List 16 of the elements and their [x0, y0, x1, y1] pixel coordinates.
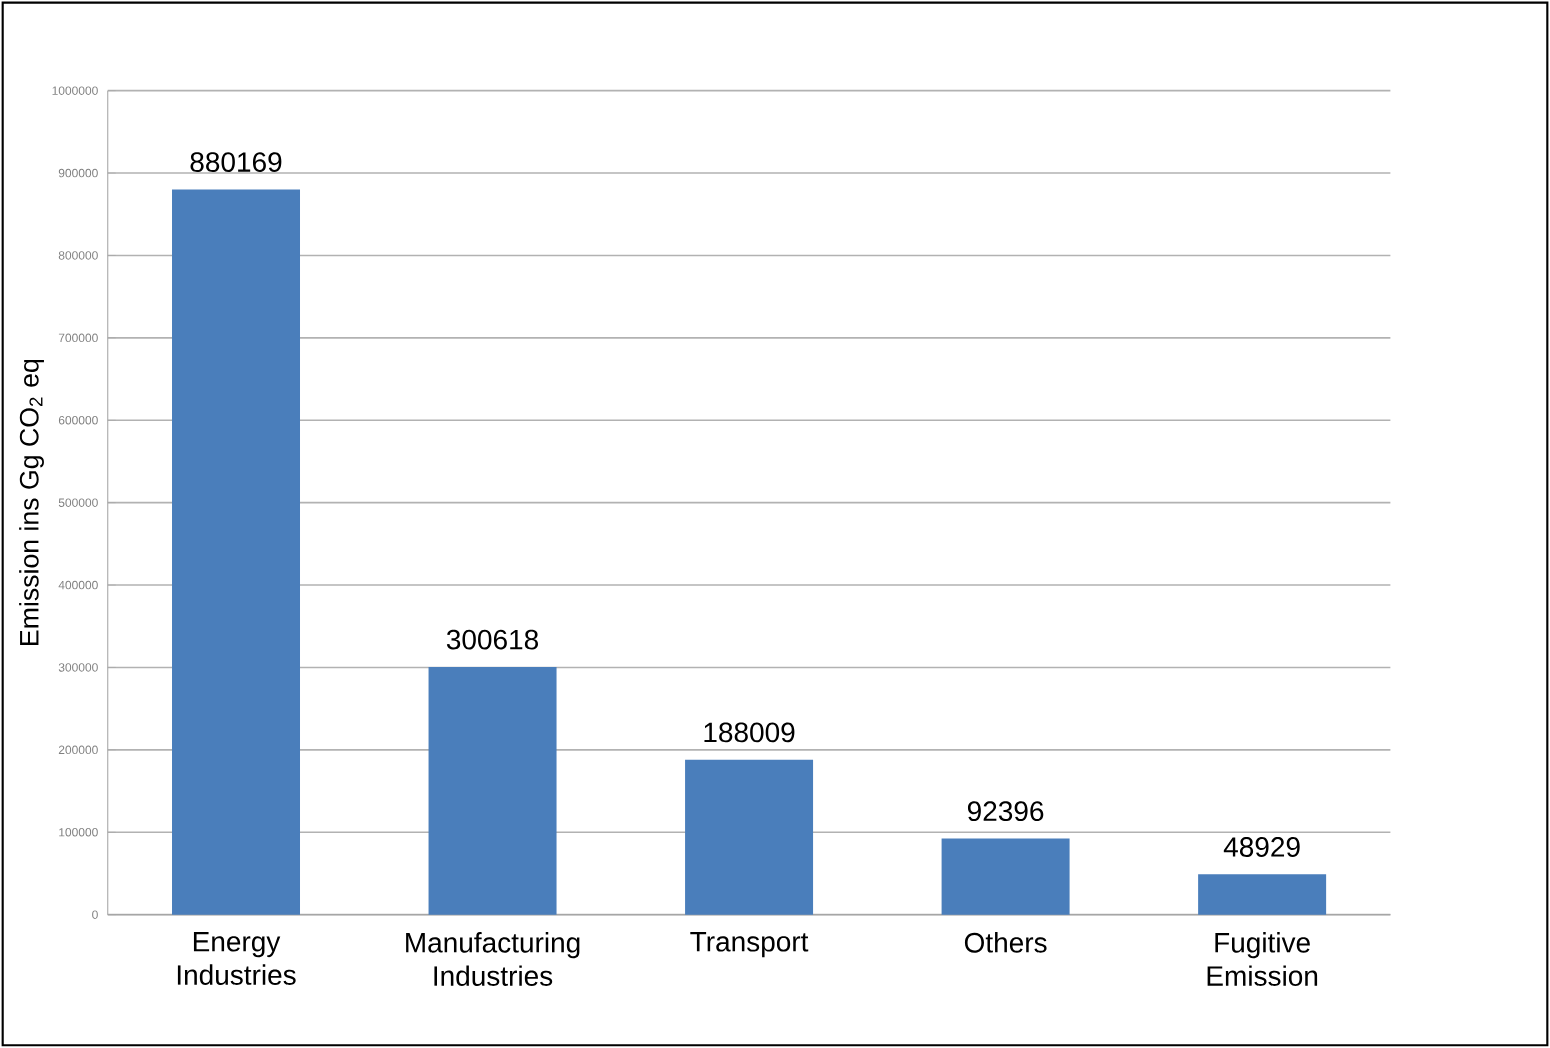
- data-label: 188009: [704, 722, 795, 743]
- data-label: 300618: [446, 629, 539, 650]
- bar: [1198, 874, 1327, 915]
- bar: [172, 189, 301, 915]
- bar: [428, 666, 557, 915]
- x-tick-label: Fugitive Emission: [1207, 932, 1318, 986]
- x-tick-label: Transport: [690, 932, 809, 958]
- data-label: 48929: [1223, 837, 1300, 857]
- y-axis-title: Emission ins Gg CO$_{2}$ eq: [19, 359, 44, 645]
- data-label: 92396: [967, 801, 1044, 822]
- x-tick-label: Manufacturing Industries: [406, 932, 580, 986]
- bar: [941, 838, 1070, 915]
- x-tick-label: Energy Industries: [177, 932, 296, 985]
- data-label: 880169: [190, 152, 282, 172]
- bar: [685, 759, 814, 915]
- x-tick-label: Others: [964, 932, 1047, 953]
